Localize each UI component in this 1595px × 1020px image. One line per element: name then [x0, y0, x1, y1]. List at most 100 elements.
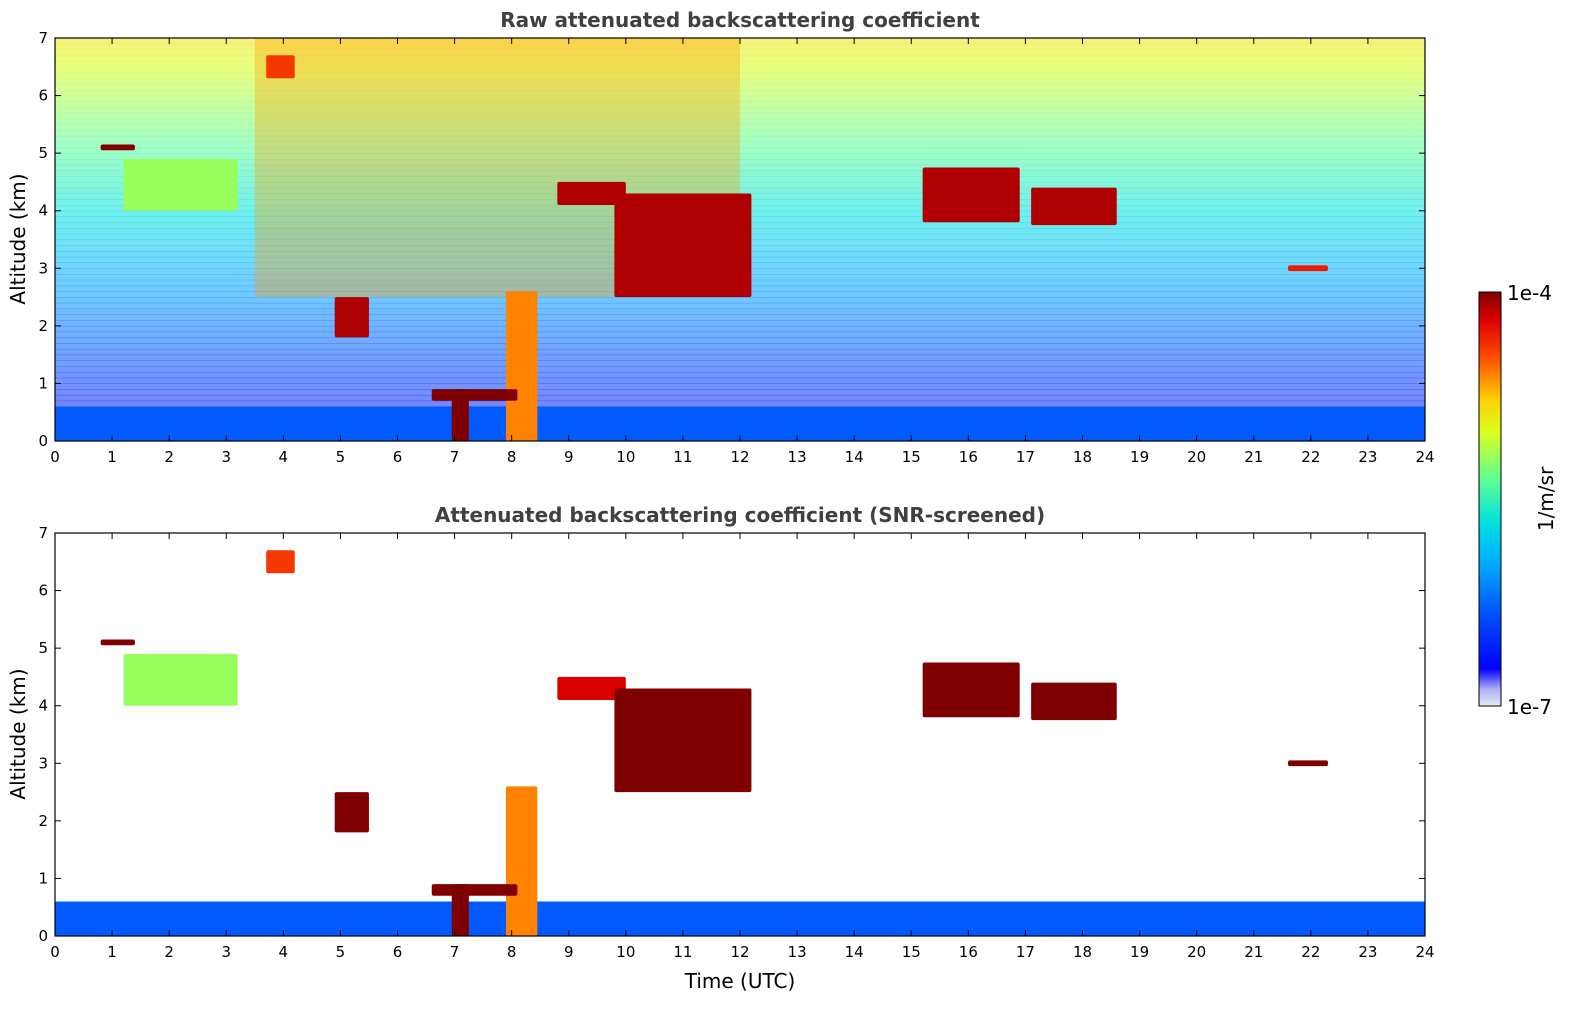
heatmap-cell-cloud: [123, 653, 238, 706]
heatmap-cell-cloud: [266, 550, 295, 574]
noise-band: [55, 354, 1425, 361]
heatmap-cell-rain-shaft: [505, 786, 538, 936]
x-tick-label: 22: [1301, 448, 1320, 466]
noise-band: [55, 147, 1425, 154]
noise-band: [55, 325, 1425, 333]
heatmap-cell-cloud: [1031, 187, 1117, 226]
colorbar: 1e-4 1e-7 1/m/sr: [1478, 281, 1558, 719]
heatmap-cell-boundary-layer: [55, 406, 1425, 441]
x-tick-label: 6: [393, 943, 403, 961]
noise-band: [55, 84, 1425, 91]
heatmap-cell-rain-shaft: [451, 884, 469, 936]
noise-band: [55, 61, 1425, 68]
noise-band: [55, 135, 1425, 143]
heatmap-cell-cloud: [100, 639, 135, 646]
panel-title-screened: Attenuated backscattering coefficient (S…: [435, 503, 1045, 527]
noise-band: [55, 158, 1425, 166]
y-tick-label: 1: [38, 869, 48, 887]
x-tick-label: 14: [845, 448, 864, 466]
x-tick-label: 15: [902, 448, 921, 466]
noise-band: [55, 164, 1425, 171]
heatmap-cell-cloud: [334, 792, 369, 833]
x-tick-label: 0: [50, 448, 60, 466]
y-tick-label: 5: [38, 144, 48, 162]
noise-band: [55, 181, 1425, 189]
heatmap-cell-cloud: [334, 297, 369, 338]
noise-band: [55, 308, 1425, 315]
heatmap-cell-cloud: [614, 688, 752, 793]
x-tick-label: 14: [845, 943, 864, 961]
heatmap-cell-cloud: [1031, 682, 1117, 721]
x-tick-label: 4: [279, 943, 289, 961]
noise-band: [55, 366, 1425, 373]
x-tick-label: 22: [1301, 943, 1320, 961]
heatmap-cell-cloud: [557, 181, 626, 205]
noise-band: [55, 337, 1425, 344]
y-tick-label: 6: [38, 87, 48, 105]
noise-band: [55, 95, 1425, 102]
noise-band: [55, 331, 1425, 338]
x-tick-label: 6: [393, 448, 403, 466]
heatmap-cell-cloud: [123, 158, 238, 211]
y-axis-label: Altitude (km): [6, 668, 30, 799]
x-tick-label: 13: [788, 448, 807, 466]
noise-band: [55, 43, 1425, 51]
x-tick-label: 19: [1130, 943, 1149, 961]
heatmap-cell-cloud: [614, 193, 752, 298]
x-tick-label: 0: [50, 943, 60, 961]
noise-band: [55, 101, 1425, 108]
x-tick-label: 15: [902, 943, 921, 961]
noise-band: [55, 187, 1425, 194]
heatmap-cell-boundary-layer: [55, 901, 1425, 936]
y-tick-label: 6: [38, 582, 48, 600]
x-tick-label: 3: [221, 448, 231, 466]
raw-heatmap-plot: [55, 38, 1425, 441]
x-tick-label: 1: [107, 448, 117, 466]
y-axis-label: Altitude (km): [6, 173, 30, 304]
noise-band: [55, 170, 1425, 177]
x-tick-label: 7: [450, 448, 460, 466]
x-tick-label: 13: [788, 943, 807, 961]
noise-band: [55, 383, 1425, 390]
noise-band: [55, 141, 1425, 148]
axis-ticks: 0 1 2 3 4 5 6 7 8 9 10 11 12 13 14 15 16 17 18 19 20 21 22 23 24…: [38, 524, 1434, 961]
y-tick-label: 2: [38, 317, 48, 335]
noise-band: [55, 72, 1425, 79]
heatmap-cell-cloud: [1288, 265, 1328, 272]
x-tick-label: 5: [336, 943, 346, 961]
x-tick-label: 10: [616, 448, 635, 466]
y-tick-label: 7: [38, 524, 48, 542]
heatmap-cell-rain-shaft: [451, 389, 469, 441]
noise-band: [55, 49, 1425, 56]
heatmap-features: [55, 55, 1425, 441]
x-tick-label: 2: [164, 448, 174, 466]
colorbar-gradient: [1478, 291, 1502, 707]
noise-band: [55, 78, 1425, 85]
noise-band: [55, 343, 1425, 350]
heatmap-cell-cloud: [100, 144, 135, 151]
x-tick-label: 17: [1016, 943, 1035, 961]
y-tick-label: 5: [38, 639, 48, 657]
raw-backscatter-panel: Raw attenuated backscattering coefficien…: [6, 8, 1435, 466]
noise-band: [55, 377, 1425, 384]
noise-band: [55, 118, 1425, 125]
heatmap-cell-cloud: [557, 676, 626, 700]
screened-backscatter-panel: Attenuated backscattering coefficient (S…: [6, 503, 1435, 993]
colorbar-max-label: 1e-4: [1507, 281, 1552, 305]
y-tick-label: 3: [38, 259, 48, 277]
y-tick-label: 0: [38, 432, 48, 450]
noise-band: [55, 297, 1425, 304]
heatmap-cell-cloud: [266, 55, 295, 79]
x-tick-label: 1: [107, 943, 117, 961]
heatmap-cell-cloud: [922, 167, 1020, 223]
heatmap-cell-low-cloud: [431, 389, 518, 401]
x-tick-label: 20: [1187, 448, 1206, 466]
noise-band: [55, 130, 1425, 137]
x-tick-label: 18: [1073, 943, 1092, 961]
heatmap-cell-cloud: [1288, 760, 1328, 767]
heatmap-cell-low-cloud: [431, 884, 518, 896]
heatmap-features: [55, 550, 1425, 936]
noise-band: [55, 66, 1425, 74]
x-tick-label: 9: [564, 943, 574, 961]
